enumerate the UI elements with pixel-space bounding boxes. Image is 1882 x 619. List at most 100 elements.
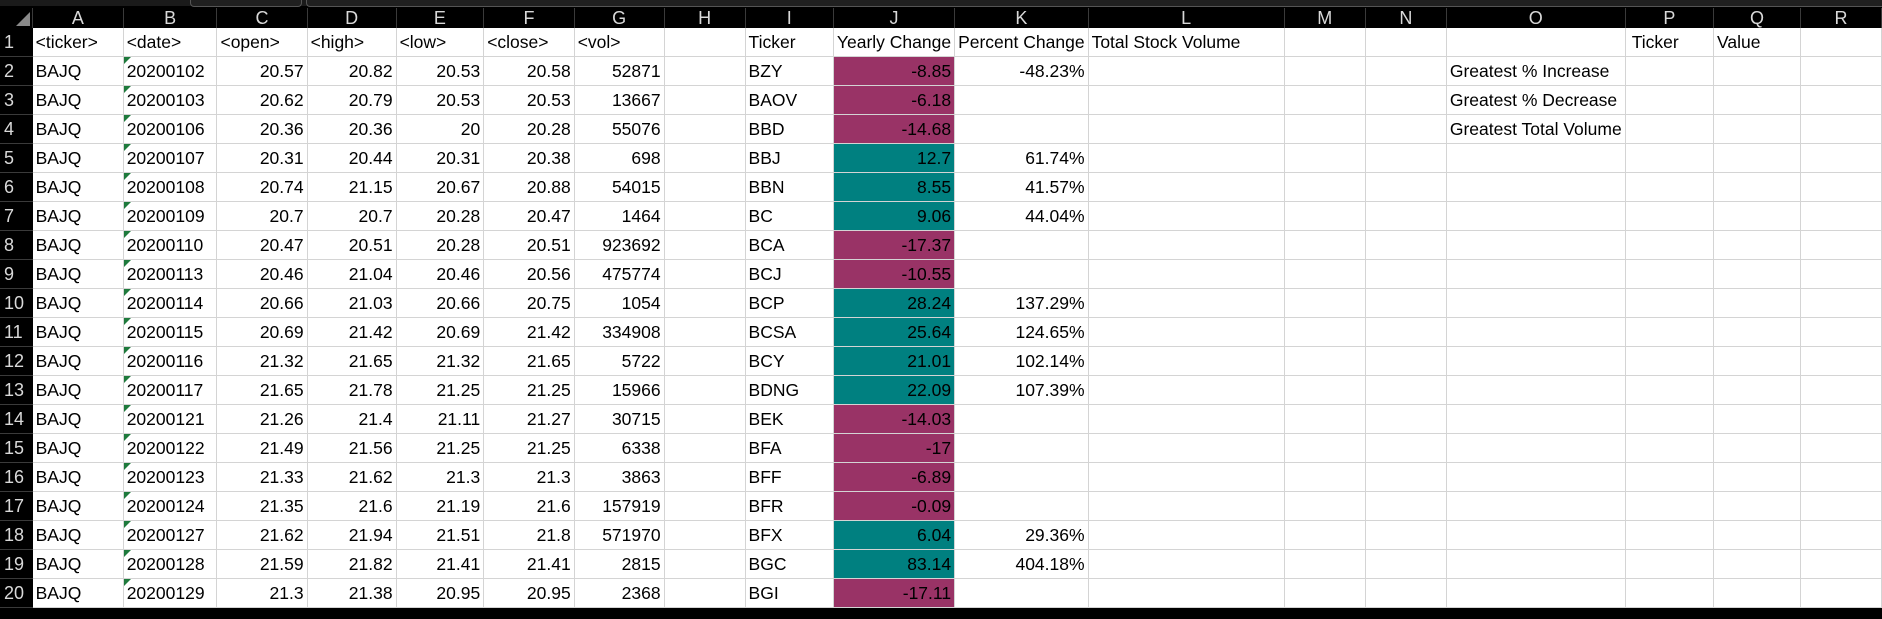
cell-p10[interactable] xyxy=(1625,288,1714,318)
cell-i17[interactable]: BFR xyxy=(745,491,834,521)
cell-m11[interactable] xyxy=(1284,317,1366,347)
cell-o9[interactable] xyxy=(1446,259,1626,289)
cell-d15[interactable]: 21.56 xyxy=(307,433,397,463)
cell-r3[interactable] xyxy=(1800,85,1882,115)
cell-j1[interactable]: Yearly Change xyxy=(833,28,956,57)
column-header-n[interactable]: N xyxy=(1365,8,1447,28)
cell-c7[interactable]: 20.7 xyxy=(216,201,308,231)
cell-g2[interactable]: 52871 xyxy=(574,56,665,86)
cell-m3[interactable] xyxy=(1284,85,1366,115)
cell-b3[interactable]: 20200103 xyxy=(123,85,218,115)
cell-m15[interactable] xyxy=(1284,433,1366,463)
cell-e1[interactable]: <low> xyxy=(396,28,485,57)
cell-g7[interactable]: 1464 xyxy=(574,201,665,231)
cell-c12[interactable]: 21.32 xyxy=(216,346,308,376)
cell-i12[interactable]: BCY xyxy=(745,346,834,376)
cell-n4[interactable] xyxy=(1365,114,1447,144)
cell-n8[interactable] xyxy=(1365,230,1447,260)
cell-n2[interactable] xyxy=(1365,56,1447,86)
cell-f7[interactable]: 20.47 xyxy=(483,201,575,231)
column-header-h[interactable]: H xyxy=(664,8,746,28)
row-header-2[interactable]: 2 xyxy=(0,56,33,86)
row-header-10[interactable]: 10 xyxy=(0,288,33,318)
cell-r18[interactable] xyxy=(1800,520,1882,550)
column-header-e[interactable]: E xyxy=(396,8,485,28)
cell-a2[interactable]: BAJQ xyxy=(32,56,124,86)
cell-p1[interactable]: Ticker xyxy=(1625,28,1714,57)
cell-a10[interactable]: BAJQ xyxy=(32,288,124,318)
cell-c13[interactable]: 21.65 xyxy=(216,375,308,405)
cell-n5[interactable] xyxy=(1365,143,1447,173)
cell-k3[interactable] xyxy=(954,85,1089,115)
cell-q9[interactable] xyxy=(1713,259,1801,289)
cell-b8[interactable]: 20200110 xyxy=(123,230,218,260)
cell-p8[interactable] xyxy=(1625,230,1714,260)
cell-b5[interactable]: 20200107 xyxy=(123,143,218,173)
cell-h10[interactable] xyxy=(664,288,746,318)
row-header-6[interactable]: 6 xyxy=(0,172,33,202)
cell-g9[interactable]: 475774 xyxy=(574,259,665,289)
cell-l9[interactable] xyxy=(1088,259,1285,289)
cell-q20[interactable] xyxy=(1713,578,1801,608)
cell-e16[interactable]: 21.3 xyxy=(396,462,485,492)
cell-d7[interactable]: 20.7 xyxy=(307,201,397,231)
cell-l19[interactable] xyxy=(1088,549,1285,579)
cell-r13[interactable] xyxy=(1800,375,1882,405)
cell-m9[interactable] xyxy=(1284,259,1366,289)
cell-a6[interactable]: BAJQ xyxy=(32,172,124,202)
cell-g6[interactable]: 54015 xyxy=(574,172,665,202)
cell-o13[interactable] xyxy=(1446,375,1626,405)
cell-r10[interactable] xyxy=(1800,288,1882,318)
cell-j20[interactable]: -17.11 xyxy=(833,578,956,608)
cell-o14[interactable] xyxy=(1446,404,1626,434)
cell-h16[interactable] xyxy=(664,462,746,492)
cell-i10[interactable]: BCP xyxy=(745,288,834,318)
cell-r14[interactable] xyxy=(1800,404,1882,434)
cell-d5[interactable]: 20.44 xyxy=(307,143,397,173)
cell-o10[interactable] xyxy=(1446,288,1626,318)
cell-o18[interactable] xyxy=(1446,520,1626,550)
cell-m17[interactable] xyxy=(1284,491,1366,521)
cell-g8[interactable]: 923692 xyxy=(574,230,665,260)
cell-i19[interactable]: BGC xyxy=(745,549,834,579)
cell-e11[interactable]: 20.69 xyxy=(396,317,485,347)
cell-n17[interactable] xyxy=(1365,491,1447,521)
cell-a11[interactable]: BAJQ xyxy=(32,317,124,347)
cell-k1[interactable]: Percent Change xyxy=(954,28,1089,57)
cell-k14[interactable] xyxy=(954,404,1089,434)
cell-k17[interactable] xyxy=(954,491,1089,521)
row-header-16[interactable]: 16 xyxy=(0,462,33,492)
cell-h11[interactable] xyxy=(664,317,746,347)
cell-i14[interactable]: BEK xyxy=(745,404,834,434)
cell-m14[interactable] xyxy=(1284,404,1366,434)
cell-n7[interactable] xyxy=(1365,201,1447,231)
cell-j15[interactable]: -17 xyxy=(833,433,956,463)
row-header-3[interactable]: 3 xyxy=(0,85,33,115)
cell-l16[interactable] xyxy=(1088,462,1285,492)
cell-h19[interactable] xyxy=(664,549,746,579)
cell-d8[interactable]: 20.51 xyxy=(307,230,397,260)
cell-i11[interactable]: BCSA xyxy=(745,317,834,347)
cell-e7[interactable]: 20.28 xyxy=(396,201,485,231)
cell-q16[interactable] xyxy=(1713,462,1801,492)
cell-q10[interactable] xyxy=(1713,288,1801,318)
cell-r1[interactable] xyxy=(1800,28,1882,57)
cell-l12[interactable] xyxy=(1088,346,1285,376)
cell-k5[interactable]: 61.74% xyxy=(954,143,1089,173)
cell-c4[interactable]: 20.36 xyxy=(216,114,308,144)
cell-g3[interactable]: 13667 xyxy=(574,85,665,115)
cell-h2[interactable] xyxy=(664,56,746,86)
cell-n11[interactable] xyxy=(1365,317,1447,347)
cell-d14[interactable]: 21.4 xyxy=(307,404,397,434)
cell-r5[interactable] xyxy=(1800,143,1882,173)
cell-g19[interactable]: 2815 xyxy=(574,549,665,579)
cell-c16[interactable]: 21.33 xyxy=(216,462,308,492)
cell-n14[interactable] xyxy=(1365,404,1447,434)
cell-k7[interactable]: 44.04% xyxy=(954,201,1089,231)
cell-b19[interactable]: 20200128 xyxy=(123,549,218,579)
cell-o12[interactable] xyxy=(1446,346,1626,376)
cell-i6[interactable]: BBN xyxy=(745,172,834,202)
cell-a14[interactable]: BAJQ xyxy=(32,404,124,434)
cell-b6[interactable]: 20200108 xyxy=(123,172,218,202)
cell-k8[interactable] xyxy=(954,230,1089,260)
